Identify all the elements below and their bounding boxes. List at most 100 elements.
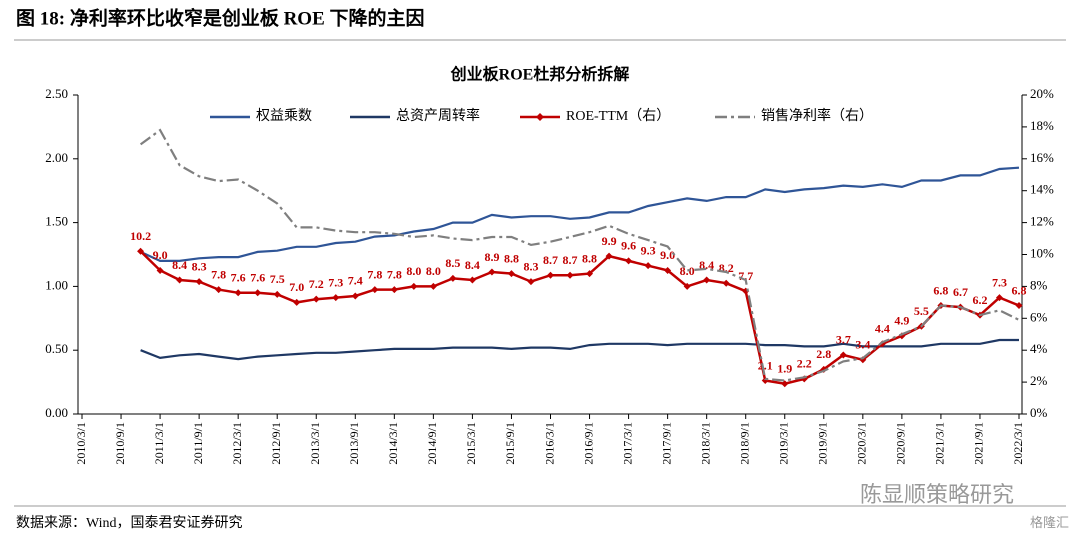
data-label: 10.2: [130, 229, 151, 243]
y2-tick-label: 10%: [1030, 245, 1054, 260]
point-marker: [839, 351, 847, 359]
x-tick-label: 2019/9/1: [816, 422, 830, 465]
y2-tick-label: 14%: [1030, 182, 1054, 197]
x-tick-label: 2012/9/1: [269, 422, 283, 465]
y2-tick-label: 4%: [1030, 341, 1048, 356]
y2-tick-label: 12%: [1030, 214, 1054, 229]
x-tick-label: 2013/9/1: [347, 422, 361, 465]
y2-tick-label: 20%: [1030, 86, 1054, 101]
y-tick-label: 1.50: [45, 214, 68, 229]
y-tick-label: 2.50: [45, 86, 68, 101]
data-label: 7.3: [992, 275, 1007, 289]
point-marker: [703, 276, 711, 284]
data-label: 9.6: [621, 239, 636, 253]
y2-tick-label: 8%: [1030, 277, 1048, 292]
point-marker: [176, 276, 184, 284]
point-marker: [683, 282, 691, 290]
data-label: 4.9: [894, 314, 909, 328]
watermark: 陈显顺策略研究: [860, 482, 1014, 507]
data-label: 7.6: [231, 271, 246, 285]
x-tick-label: 2016/3/1: [542, 422, 556, 465]
legend-label: 权益乘数: [256, 108, 312, 124]
point-marker: [566, 271, 574, 279]
series-line: [139, 250, 1020, 385]
x-tick-label: 2011/3/1: [152, 422, 166, 464]
x-tick-label: 2022/3/1: [1011, 422, 1025, 465]
data-label: 8.3: [192, 259, 207, 273]
data-label: 7.8: [367, 267, 382, 281]
y2-tick-label: 6%: [1030, 309, 1048, 324]
point-marker: [586, 270, 594, 278]
x-tick-label: 2010/3/1: [74, 422, 88, 465]
point-marker: [605, 252, 613, 260]
y2-tick-label: 18%: [1030, 118, 1054, 133]
point-marker: [547, 271, 554, 279]
point-marker: [332, 294, 340, 302]
data-label: 9.3: [641, 243, 656, 257]
x-tick-label: 2021/3/1: [933, 422, 947, 465]
data-label: 6.7: [953, 285, 968, 299]
data-label: 2.2: [797, 357, 812, 371]
series-line: [140, 166, 1020, 262]
point-marker: [644, 262, 652, 270]
data-label: 8.5: [445, 256, 460, 270]
point-marker: [195, 278, 203, 286]
data-label: 8.0: [406, 264, 421, 278]
data-label: 6.8: [1012, 283, 1027, 297]
point-marker: [312, 295, 320, 303]
point-marker: [468, 276, 476, 284]
x-tick-label: 2015/3/1: [464, 422, 478, 465]
y2-tick-label: 0%: [1030, 405, 1048, 420]
x-tick-label: 2014/3/1: [386, 422, 400, 465]
data-label: 9.0: [660, 248, 675, 262]
x-tick-label: 2012/3/1: [230, 422, 244, 465]
data-label: 7.0: [289, 280, 304, 294]
data-label: 8.4: [465, 258, 480, 272]
point-marker: [507, 270, 515, 278]
legend-marker: [536, 113, 544, 121]
data-label: 7.3: [328, 275, 343, 289]
data-label: 7.8: [387, 267, 402, 281]
data-label: 2.8: [816, 347, 831, 361]
point-marker: [273, 290, 281, 298]
point-marker: [156, 266, 164, 274]
data-label: 7.2: [309, 277, 324, 291]
data-label: 9.9: [602, 234, 617, 248]
chart-title: 创业板ROE杜邦分析拆解: [450, 65, 630, 84]
x-tick-label: 2016/9/1: [581, 422, 595, 465]
data-label: 6.2: [972, 293, 987, 307]
point-marker: [293, 298, 301, 306]
point-marker: [254, 289, 262, 297]
data-label: 7.8: [211, 267, 226, 281]
y2-tick-label: 2%: [1030, 373, 1048, 388]
point-marker: [215, 286, 223, 294]
x-tick-label: 2015/9/1: [503, 422, 517, 465]
x-tick-label: 2014/9/1: [425, 422, 439, 465]
point-marker: [390, 286, 398, 294]
data-label: 8.8: [582, 251, 597, 265]
data-label: 9.0: [153, 248, 168, 262]
point-marker: [625, 257, 633, 265]
point-marker: [429, 282, 437, 290]
point-marker: [664, 266, 672, 274]
legend-label: ROE-TTM（右）: [566, 108, 670, 124]
series-line: [139, 128, 1020, 382]
data-label: 2.1: [758, 358, 773, 372]
x-tick-label: 2021/9/1: [972, 422, 986, 465]
data-label: 8.8: [504, 251, 519, 265]
page-heading: 图 18: 净利率环比收窄是创业板 ROE 下降的主因: [16, 6, 425, 29]
point-marker: [449, 274, 457, 282]
x-tick-label: 2018/3/1: [698, 422, 712, 465]
y-tick-label: 2.00: [45, 150, 68, 165]
x-tick-label: 2018/9/1: [737, 422, 751, 465]
y-tick-label: 0.00: [45, 405, 68, 420]
point-marker: [351, 292, 359, 300]
data-label: 8.7: [563, 253, 578, 267]
data-label: 3.7: [836, 333, 851, 347]
point-marker: [781, 380, 789, 388]
x-tick-label: 2017/9/1: [659, 422, 673, 465]
legend-label: 销售净利率（右）: [761, 107, 873, 124]
data-label: 5.5: [914, 304, 929, 318]
data-label: 8.9: [484, 250, 499, 264]
data-label: 3.4: [855, 338, 870, 352]
